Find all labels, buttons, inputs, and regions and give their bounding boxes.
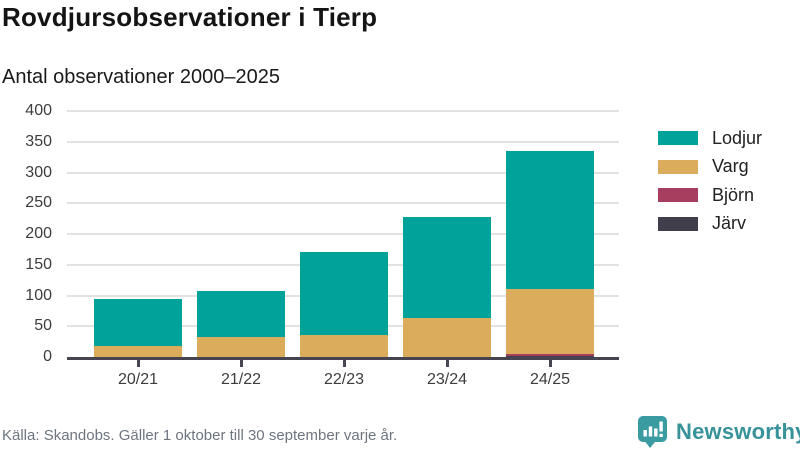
bar-segment-varg-21/22 [197, 336, 285, 357]
chart-subtitle: Antal observationer 2000–2025 [2, 66, 280, 88]
x-tick-22/23 [342, 360, 346, 367]
x-tick-21/22 [239, 360, 243, 367]
chart-title: Rovdjursobservationer i Tierp [2, 2, 378, 32]
y-tick-label-150: 150 [25, 255, 52, 273]
legend-item-lodjur: Lodjur [658, 128, 762, 148]
newsworthy-wordmark: Newsworthy [676, 419, 800, 444]
legend-label-varg: Varg [712, 156, 749, 176]
bar-segment-lodjur-21/22 [197, 290, 285, 337]
bar-segment-lodjur-20/21 [94, 298, 182, 346]
legend-label-lodjur: Lodjur [712, 127, 763, 148]
legend: Lodjur Varg Björn Järv [658, 128, 762, 245]
newsworthy-icon [638, 416, 667, 448]
gridline-400 [67, 110, 619, 112]
gridline-200 [67, 233, 619, 235]
bar-segment-järv-24/25 [506, 355, 594, 357]
bar-segment-varg-20/21 [94, 345, 182, 357]
source-note: Källa: Skandobs. Gäller 1 oktober till 3… [2, 427, 398, 444]
y-tick-label-200: 200 [25, 225, 52, 242]
y-tick-label-250: 250 [25, 194, 52, 212]
x-tick-label-24/25: 24/25 [529, 371, 571, 388]
x-tick-24/25 [548, 360, 552, 367]
x-tick-20/21 [136, 360, 140, 367]
y-tick-label-300: 300 [25, 163, 52, 181]
legend-item-björn: Björn [658, 185, 762, 205]
x-axis-line [67, 357, 619, 360]
gridline-350 [67, 140, 619, 143]
legend-label-björn: Björn [712, 184, 755, 205]
y-tick-label-50: 50 [34, 317, 52, 335]
y-tick-label-100: 100 [25, 286, 52, 304]
x-tick-label-23/24: 23/24 [426, 371, 468, 388]
legend-swatch-varg [658, 159, 698, 174]
x-tick-label-20/21: 20/21 [117, 371, 159, 388]
bar-segment-lodjur-23/24 [403, 217, 491, 319]
bar-segment-lodjur-22/23 [300, 252, 388, 335]
legend-item-varg: Varg [658, 156, 762, 176]
gridline-300 [67, 171, 619, 174]
x-tick-label-21/22: 21/22 [220, 371, 262, 388]
y-tick-label-400: 400 [25, 102, 52, 119]
x-tick-label-22/23: 22/23 [323, 371, 365, 388]
bar-segment-varg-24/25 [506, 289, 594, 354]
legend-label-järv: Järv [712, 213, 747, 233]
legend-swatch-järv [658, 216, 698, 231]
bar-segment-lodjur-24/25 [506, 150, 594, 290]
legend-swatch-lodjur [658, 131, 698, 145]
legend-swatch-björn [658, 188, 698, 202]
x-tick-23/24 [445, 360, 449, 367]
bar-segment-varg-23/24 [403, 318, 491, 357]
bar-segment-björn-24/25 [506, 353, 594, 356]
plot-area [67, 110, 619, 357]
gridline-250 [67, 202, 619, 205]
newsworthy-logo: Newsworthy [637, 415, 800, 449]
legend-item-järv: Järv [658, 213, 762, 233]
bar-segment-varg-22/23 [300, 334, 388, 357]
y-tick-label-0: 0 [43, 348, 52, 365]
y-tick-label-350: 350 [25, 132, 52, 150]
